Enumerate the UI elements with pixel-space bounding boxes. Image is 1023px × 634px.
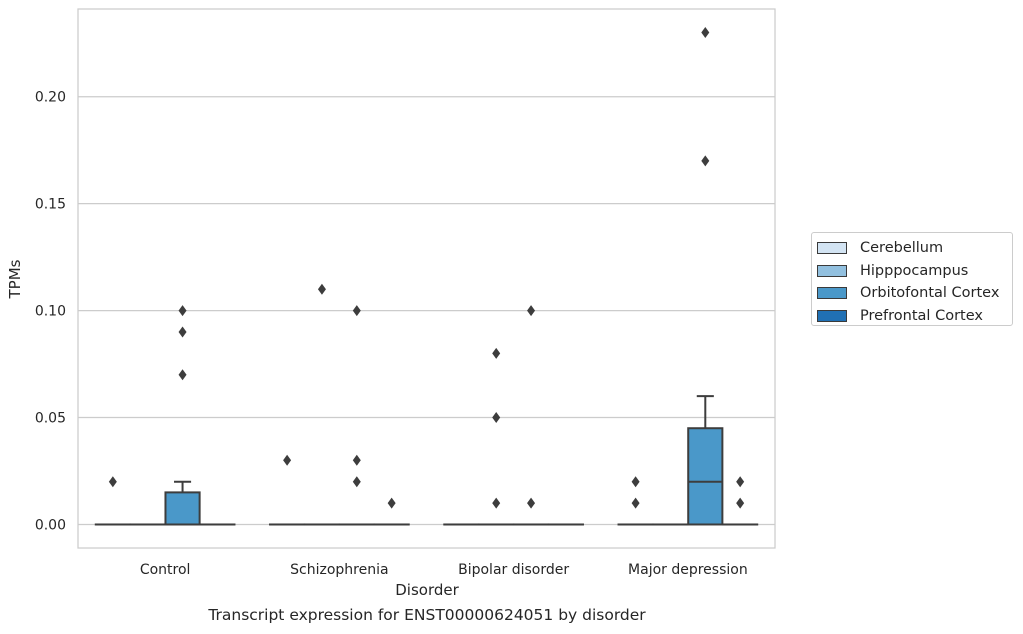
- y-axis-ticks: 0.00 0.05 0.10 0.15 0.20: [35, 90, 66, 534]
- legend-swatch: [817, 287, 847, 300]
- legend-swatch: [817, 309, 847, 322]
- outlier-point: [736, 476, 745, 488]
- outlier-point: [527, 305, 536, 317]
- legend-label: Prefrontal Cortex: [860, 307, 983, 324]
- outlier-point: [108, 476, 117, 488]
- outlier-point: [701, 155, 710, 167]
- outlier-point: [352, 305, 361, 317]
- x-axis-ticks: Control Schizophrenia Bipolar disorder Majo…: [140, 562, 748, 578]
- outlier-point: [317, 283, 326, 295]
- legend-swatch: [817, 264, 847, 277]
- box-body: [687, 427, 724, 526]
- box-body: [164, 491, 201, 526]
- x-tick-label: Major depression: [628, 562, 748, 578]
- x-tick-label: Bipolar disorder: [458, 562, 569, 578]
- plot-area-frame: [77, 8, 776, 549]
- outlier-point: [492, 347, 501, 359]
- legend-item-cerebellum: Cerebellum: [817, 237, 1012, 260]
- x-tick-label: Schizophrenia: [290, 562, 388, 578]
- outlier-point: [492, 497, 501, 509]
- boxes: [94, 395, 759, 526]
- y-tick-label: 0.00: [35, 517, 66, 533]
- outlier-point: [631, 476, 640, 488]
- y-axis-label: TPMs: [6, 259, 24, 299]
- outlier-point: [736, 497, 745, 509]
- legend-label: Orbitofontal Cortex: [860, 285, 1000, 302]
- legend-item-prefrontal-cortex: Prefrontal Cortex: [817, 305, 1012, 328]
- y-tick-label: 0.15: [35, 197, 66, 213]
- outlier-point: [631, 497, 640, 509]
- box-orbitofontal-cortex: [687, 395, 724, 526]
- outlier-point: [352, 454, 361, 466]
- legend-swatch: [817, 242, 847, 255]
- outlier-point: [178, 369, 187, 381]
- outlier-point: [352, 476, 361, 488]
- legend: Cerebellum Hipppocampus Orbitofontal Cor…: [811, 232, 1013, 326]
- legend-label: Hipppocampus: [860, 262, 969, 279]
- outlier-point: [701, 27, 710, 39]
- y-tick-label: 0.05: [35, 411, 66, 427]
- box-orbitofontal-cortex: [164, 480, 201, 526]
- x-tick-label: Control: [140, 562, 191, 578]
- outlier-point: [527, 497, 536, 509]
- legend-label: Cerebellum: [860, 240, 944, 257]
- outlier-point: [492, 412, 501, 424]
- y-tick-label: 0.20: [35, 90, 66, 106]
- x-axis-label: Disorder: [395, 581, 459, 599]
- outlier-point: [178, 326, 187, 338]
- outlier-point: [178, 305, 187, 317]
- legend-item-hippocampus: Hipppocampus: [817, 260, 1012, 283]
- legend-item-orbitofrontal-cortex: Orbitofontal Cortex: [817, 282, 1012, 305]
- outlier-point: [283, 454, 292, 466]
- chart-caption: Transcript expression for ENST0000062405…: [208, 606, 646, 624]
- outlier-point: [387, 497, 396, 509]
- y-tick-label: 0.10: [35, 304, 66, 320]
- outlier-points: [108, 27, 745, 509]
